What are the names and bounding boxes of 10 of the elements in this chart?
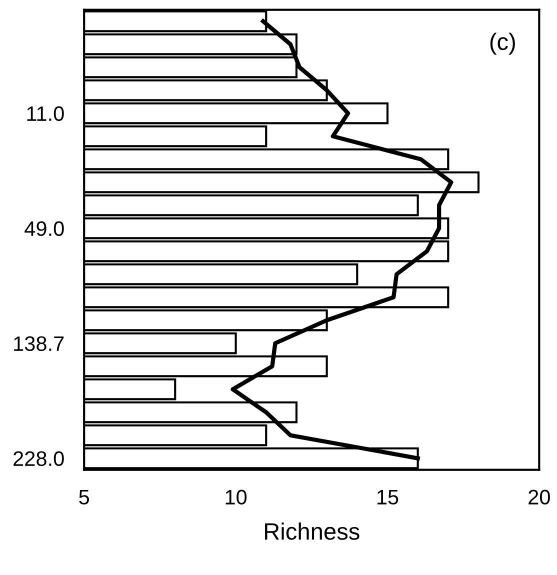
x-tick-label: 5 (79, 490, 90, 505)
y-tick-label: 11.0 (27, 106, 64, 122)
x-tick-label: 10 (226, 490, 247, 505)
y-tick-label: 49.0 (24, 221, 64, 236)
y-tick-label: 228.0 (14, 451, 64, 466)
x-tick-label: 15 (377, 490, 398, 505)
x-axis-title: Richness (265, 522, 360, 540)
annotation: (c) (490, 32, 515, 55)
x-tick-label: 20 (528, 490, 550, 505)
y-tick-label: 138.7 (14, 336, 64, 352)
